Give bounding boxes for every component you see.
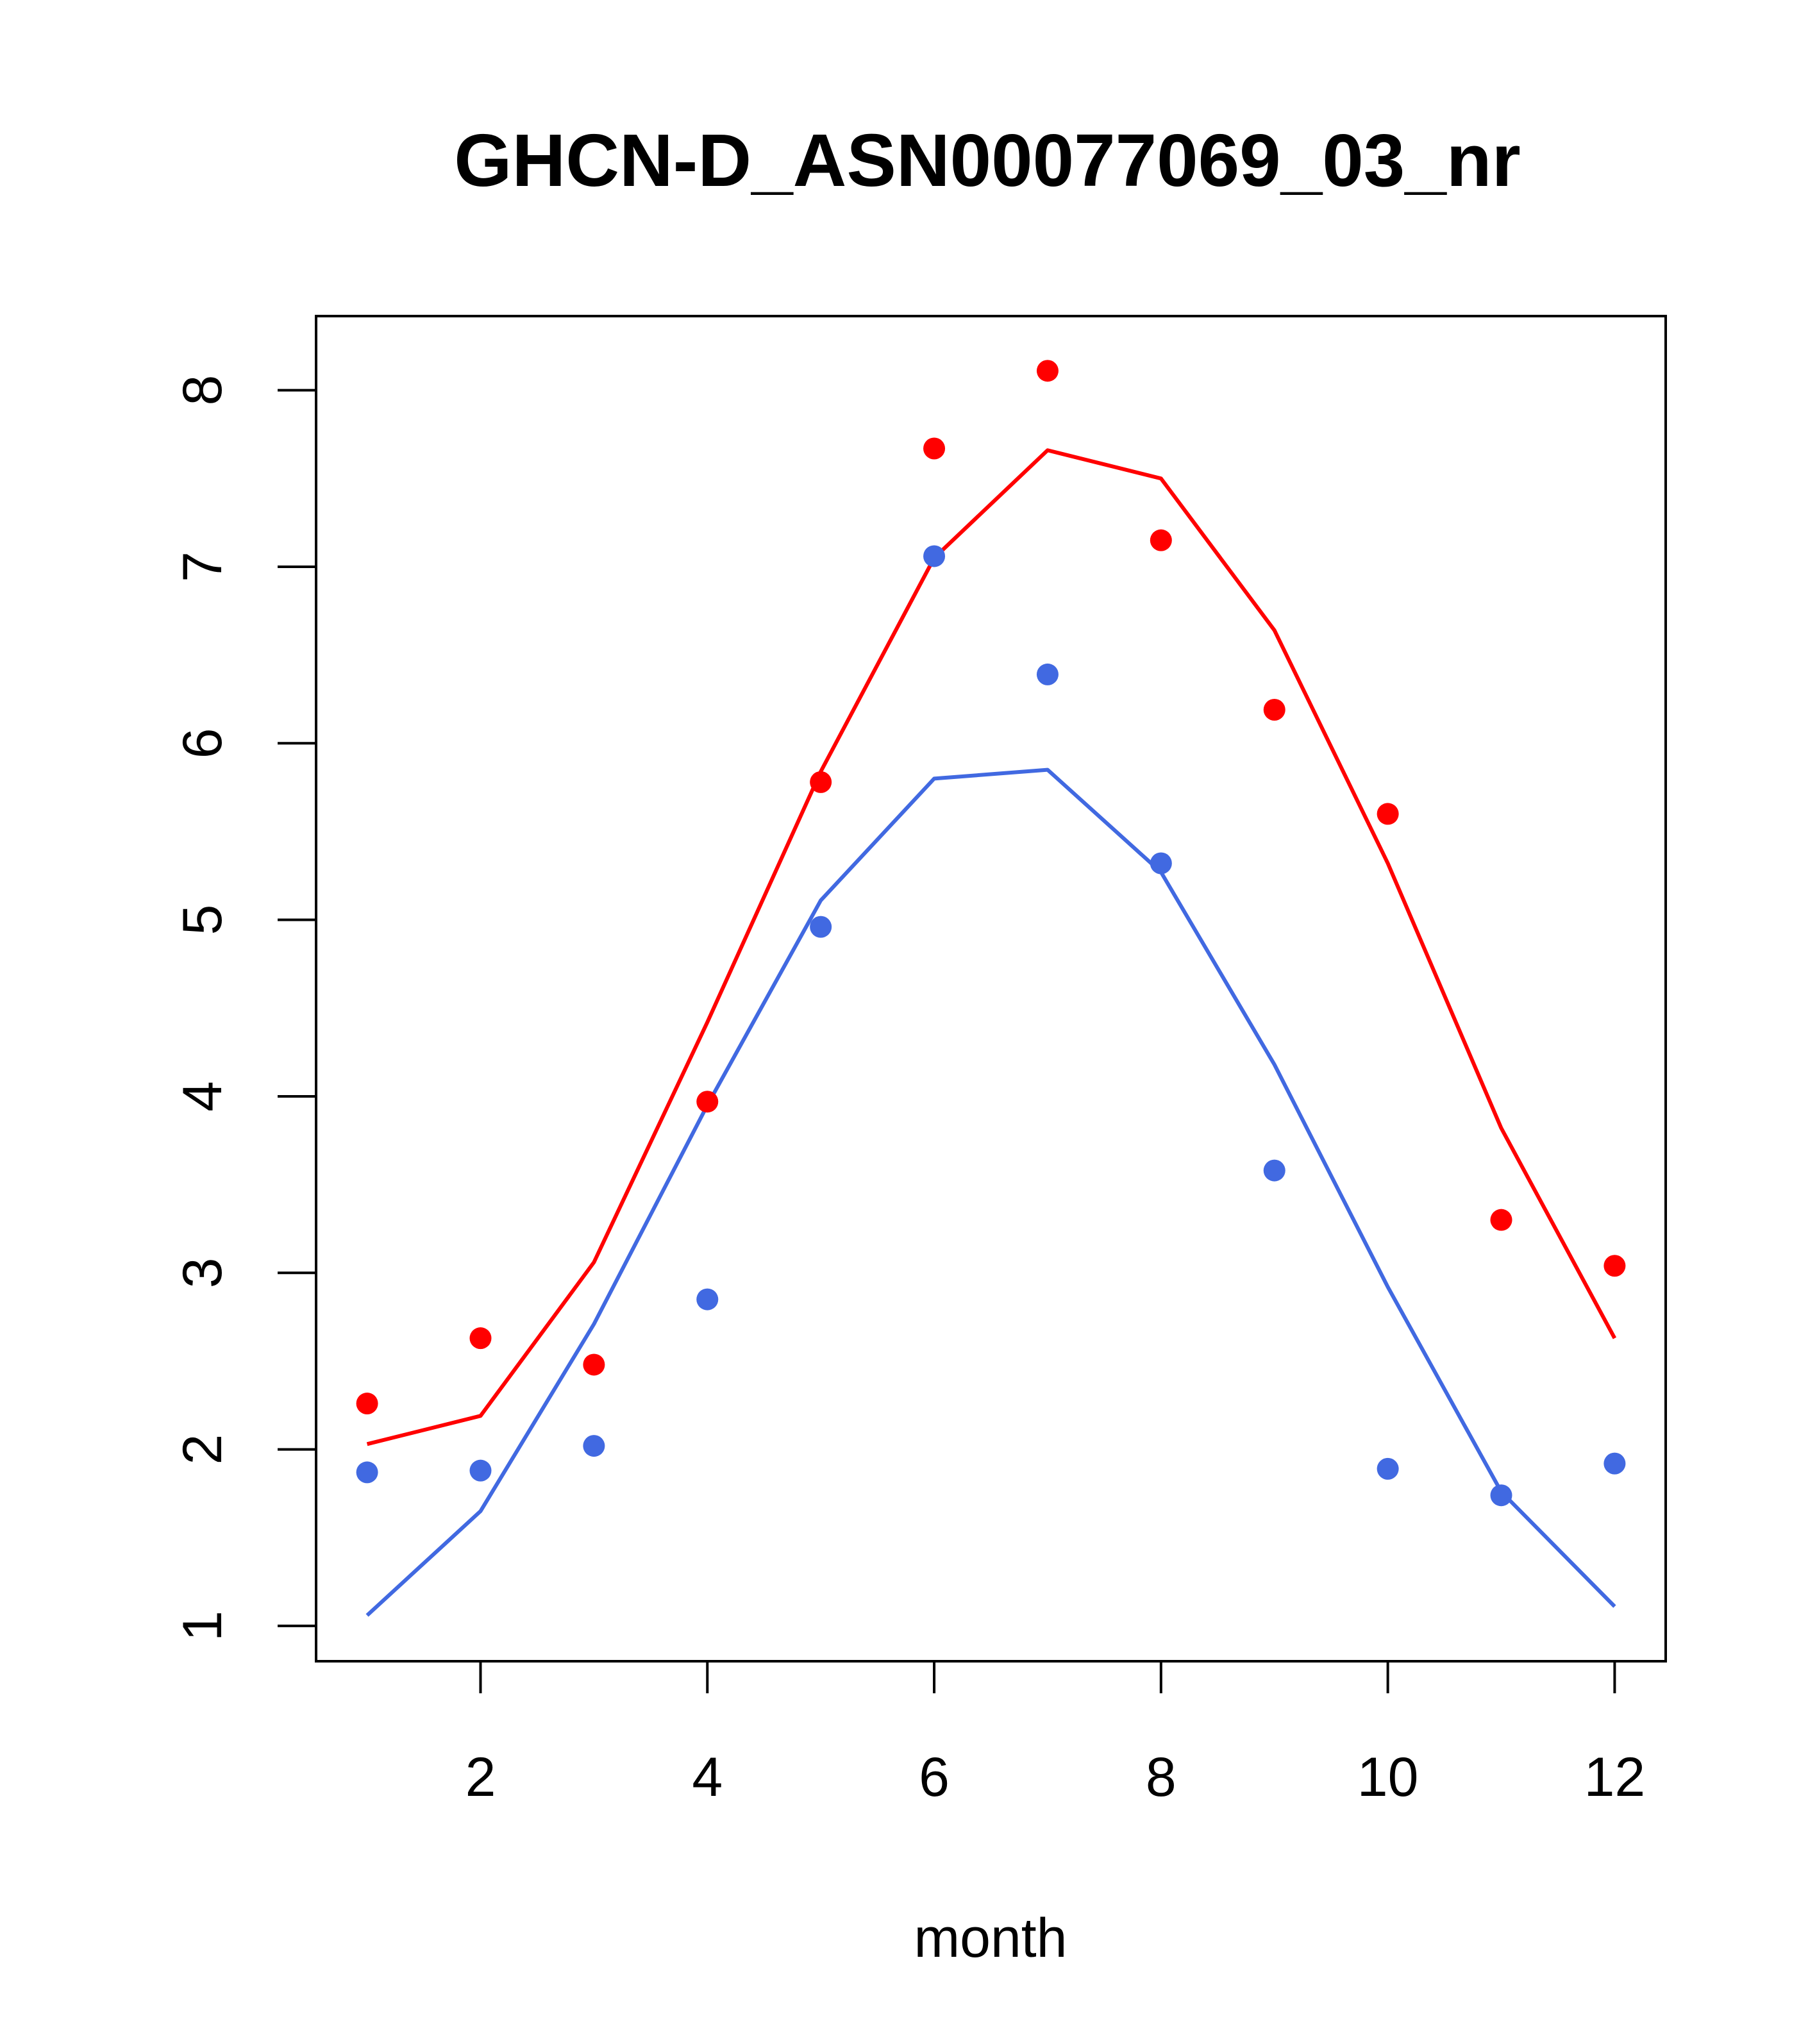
series-2-line bbox=[365, 767, 1616, 1617]
series-1-point bbox=[1150, 529, 1172, 551]
series-2-point bbox=[1603, 1452, 1626, 1475]
y-tick-label: 8 bbox=[172, 375, 233, 406]
series-1-point bbox=[1490, 1209, 1512, 1231]
series-2-point bbox=[1036, 663, 1059, 685]
y-tick-label: 7 bbox=[172, 551, 233, 582]
y-axis: 1 2 3 4 5 6 7 8 bbox=[172, 375, 316, 1641]
series-1-point bbox=[810, 771, 832, 793]
series-2-point bbox=[469, 1459, 492, 1482]
x-axis-label: month bbox=[914, 1907, 1067, 1969]
y-tick-label: 5 bbox=[172, 905, 233, 935]
series-1-point bbox=[356, 1393, 378, 1415]
series-1-point bbox=[1263, 698, 1285, 721]
series-1-point bbox=[696, 1091, 719, 1113]
x-tick-label: 2 bbox=[465, 1747, 496, 1808]
series-1-line bbox=[366, 448, 1617, 1446]
x-tick-label: 6 bbox=[919, 1747, 950, 1808]
y-tick-label: 4 bbox=[172, 1081, 233, 1112]
plot-frame bbox=[315, 315, 1667, 1663]
series-1-point bbox=[583, 1353, 605, 1376]
series-1-point bbox=[923, 437, 946, 460]
series-points bbox=[356, 360, 1626, 1507]
series-1-point bbox=[1036, 360, 1059, 382]
series-2-point bbox=[1377, 1457, 1399, 1480]
series-2-point bbox=[583, 1435, 605, 1457]
series-2-point bbox=[1490, 1484, 1512, 1507]
series-1-point bbox=[469, 1327, 492, 1350]
y-tick-label: 6 bbox=[172, 728, 233, 758]
series-2-point bbox=[1150, 852, 1172, 875]
series-1-point bbox=[1377, 803, 1399, 825]
series-lines bbox=[365, 448, 1617, 1617]
x-tick-label: 4 bbox=[692, 1747, 723, 1808]
series-2-point bbox=[1263, 1159, 1285, 1182]
series-2-point bbox=[923, 545, 946, 567]
x-axis: 2 4 6 8 10 12 bbox=[465, 1661, 1646, 1808]
series-1-point bbox=[1603, 1255, 1626, 1277]
series-2-point bbox=[810, 916, 832, 938]
y-tick-label: 1 bbox=[172, 1611, 233, 1641]
chart-title: GHCN-D_ASN00077069_03_nr bbox=[454, 119, 1521, 202]
series-2-point bbox=[696, 1288, 719, 1311]
y-tick-label: 3 bbox=[172, 1257, 233, 1288]
series-2-point bbox=[356, 1461, 378, 1484]
x-tick-label: 12 bbox=[1584, 1747, 1646, 1808]
y-tick-label: 2 bbox=[172, 1434, 233, 1465]
x-tick-label: 10 bbox=[1357, 1747, 1419, 1808]
x-tick-label: 8 bbox=[1146, 1747, 1176, 1808]
